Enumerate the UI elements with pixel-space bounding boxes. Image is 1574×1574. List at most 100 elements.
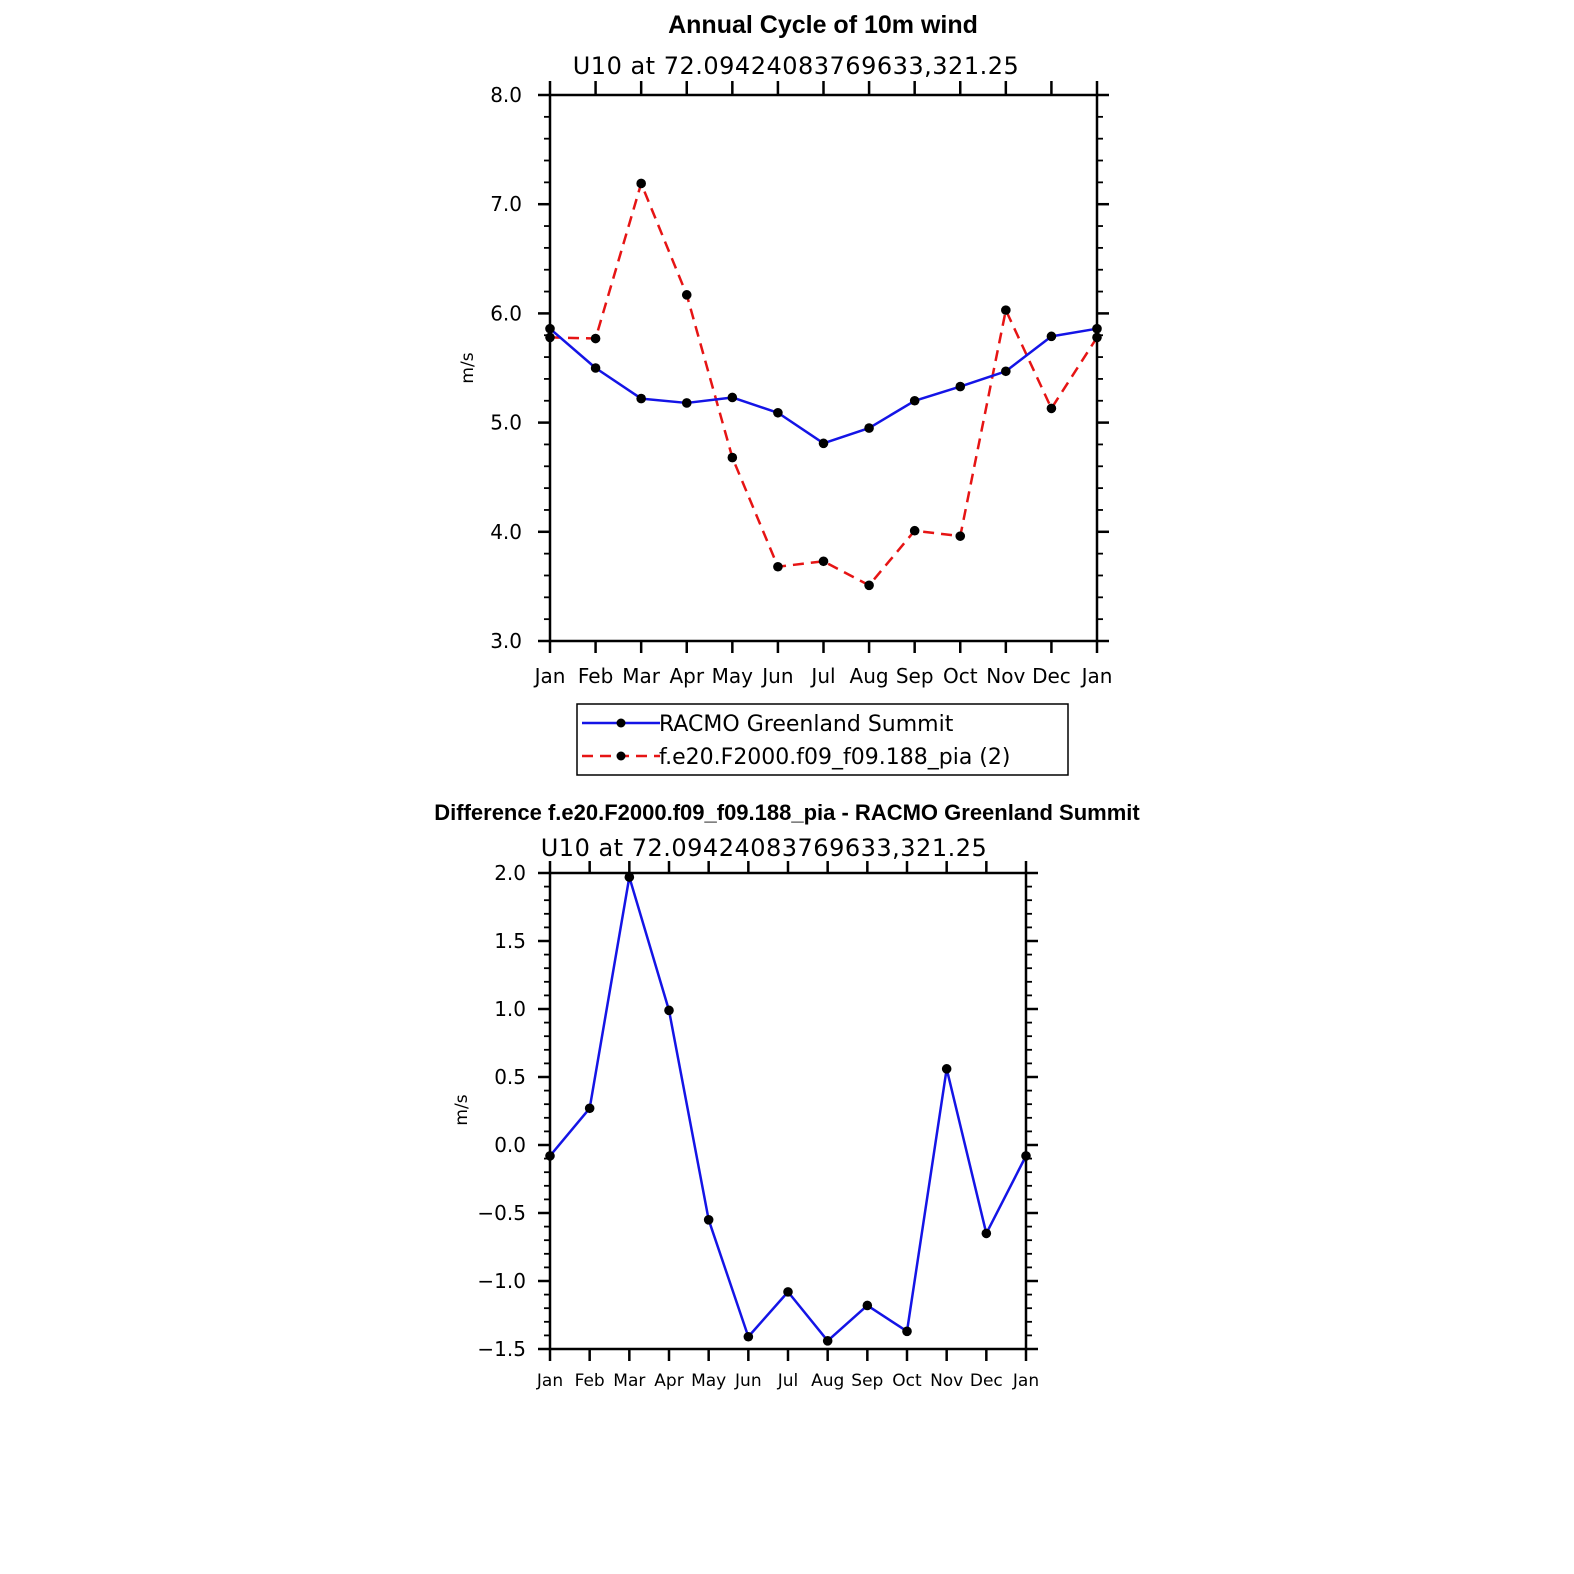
- y-tick-label: 1.5: [494, 929, 526, 953]
- legend-marker-model: [616, 751, 626, 761]
- series-1-point: [773, 561, 783, 572]
- y-tick-label: 0.0: [494, 1133, 526, 1157]
- x-tick-label: Apr: [669, 664, 704, 688]
- series-0-point: [727, 392, 738, 403]
- x-tick-label: Nov: [986, 664, 1025, 688]
- series-line-0: [549, 327, 1098, 445]
- x-tick-label: May: [712, 664, 754, 688]
- x-tick-label: Oct: [943, 664, 978, 688]
- series-0-point: [955, 381, 966, 392]
- series-0-point: [1046, 331, 1057, 342]
- legend-label-racmo: RACMO Greenland Summit: [659, 712, 954, 737]
- y-tick-label: 2.0: [494, 861, 526, 885]
- x-tick-label: May: [691, 1371, 726, 1391]
- series-0-point: [624, 872, 635, 882]
- chart-subtitle: U10 at 72.09424083769633,321.25: [573, 52, 1020, 80]
- x-tick-label: Sep: [896, 664, 934, 688]
- x-tick-labels: Jan Feb Mar Apr May Jun Jul Aug Sep Oct Nov Dec Jan: [533, 664, 1113, 688]
- x-tick-label: Jul: [777, 1371, 799, 1391]
- axis-ticks: [538, 861, 1038, 1361]
- series-0-point: [636, 393, 646, 404]
- series-0-point: [703, 1215, 714, 1225]
- y-tick-labels: −1.5 −1.0 −0.5 0.0 0.5 1.0 1.5 2.0: [477, 861, 526, 1361]
- x-tick-label: Dec: [1032, 664, 1071, 688]
- series-0-point: [664, 1005, 674, 1016]
- chart-title: Annual Cycle of 10m wind: [668, 11, 978, 39]
- x-tick-label: Sep: [851, 1371, 883, 1391]
- difference-chart: Difference f.e20.F2000.f09_f09.188_pia -…: [434, 800, 1140, 1391]
- legend-box: [576, 703, 1069, 776]
- series-0-point: [864, 423, 874, 433]
- x-tick-label: Jun: [734, 1371, 762, 1391]
- legend: RACMO Greenland Summit f.e20.F2000.f09_f…: [576, 703, 1069, 776]
- y-axis-label: m/s: [452, 1094, 472, 1125]
- series-1-point: [909, 525, 920, 536]
- series-0-point: [909, 395, 920, 406]
- series-1-point: [1001, 305, 1011, 315]
- series-0-point: [681, 398, 692, 408]
- series-0-point: [862, 1300, 873, 1311]
- legend-marker-racmo: [616, 718, 626, 728]
- y-tick-label: 8.0: [490, 83, 522, 107]
- series-1-point: [864, 580, 874, 591]
- series-1-point: [818, 556, 829, 567]
- series-1-point: [681, 290, 692, 300]
- y-tick-label: −1.0: [477, 1269, 526, 1293]
- data-series: [545, 178, 1102, 591]
- x-tick-label: Aug: [850, 664, 889, 688]
- series-1-point: [590, 333, 601, 344]
- y-tick-label: 5.0: [490, 411, 522, 435]
- plot-frame: [548, 93, 1099, 643]
- y-tick-label: 0.5: [494, 1065, 526, 1089]
- x-tick-label: Oct: [892, 1371, 922, 1391]
- series-1-point: [636, 178, 646, 189]
- axis-ticks: [538, 81, 1109, 653]
- x-tick-label: Aug: [811, 1371, 844, 1391]
- y-tick-label: 6.0: [490, 301, 522, 325]
- x-tick-label: Jan: [536, 1371, 563, 1391]
- series-line-0: [549, 875, 1028, 1343]
- x-tick-label: Mar: [622, 664, 661, 688]
- series-0-point: [822, 1336, 833, 1346]
- y-tick-labels: 3.0 4.0 5.0 6.0 7.0 8.0: [490, 83, 522, 653]
- series-0-point: [590, 363, 601, 373]
- x-tick-label: Jul: [809, 664, 835, 688]
- x-tick-label: Jun: [760, 664, 793, 688]
- x-tick-label: Dec: [970, 1371, 1003, 1391]
- series-0-point: [902, 1326, 912, 1337]
- series-0-point: [783, 1287, 793, 1297]
- legend-entry-model: f.e20.F2000.f09_f09.188_pia (2): [582, 745, 1010, 770]
- y-tick-label: 7.0: [490, 192, 522, 216]
- series-0-point: [773, 407, 783, 418]
- data-series: [545, 872, 1031, 1346]
- legend-label-model: f.e20.F2000.f09_f09.188_pia (2): [659, 745, 1010, 770]
- series-1-point: [727, 452, 738, 463]
- series-1-point: [1046, 403, 1057, 414]
- series-0-point: [1001, 366, 1011, 377]
- y-tick-label: −1.5: [477, 1337, 526, 1361]
- legend-entry-racmo: RACMO Greenland Summit: [582, 712, 954, 737]
- x-tick-label: Apr: [654, 1371, 683, 1391]
- x-tick-label: Nov: [930, 1371, 963, 1391]
- y-tick-label: 3.0: [490, 629, 522, 653]
- x-tick-label: Mar: [613, 1371, 645, 1391]
- chart-subtitle: U10 at 72.09424083769633,321.25: [541, 834, 988, 862]
- x-tick-label: Jan: [1012, 1371, 1039, 1391]
- y-tick-label: 1.0: [494, 997, 526, 1021]
- series-1-point: [955, 531, 966, 541]
- x-tick-label: Feb: [578, 664, 613, 688]
- series-0-point: [818, 438, 829, 449]
- series-0-point: [584, 1103, 595, 1114]
- y-axis-label: m/s: [458, 352, 478, 383]
- y-tick-label: 4.0: [490, 520, 522, 544]
- series-0-point: [743, 1331, 754, 1342]
- x-tick-label: Feb: [575, 1371, 605, 1391]
- plot-frame: [548, 871, 1028, 1351]
- y-tick-label: −0.5: [477, 1201, 526, 1225]
- x-tick-label: Jan: [1080, 664, 1113, 688]
- annual-cycle-chart: Annual Cycle of 10m wind U10 at 72.09424…: [458, 11, 1113, 776]
- series-line-1: [549, 182, 1099, 587]
- series-0-point: [981, 1228, 992, 1239]
- x-tick-labels: Jan Feb Mar Apr May Jun Jul Aug Sep Oct Nov Dec Jan: [536, 1371, 1039, 1391]
